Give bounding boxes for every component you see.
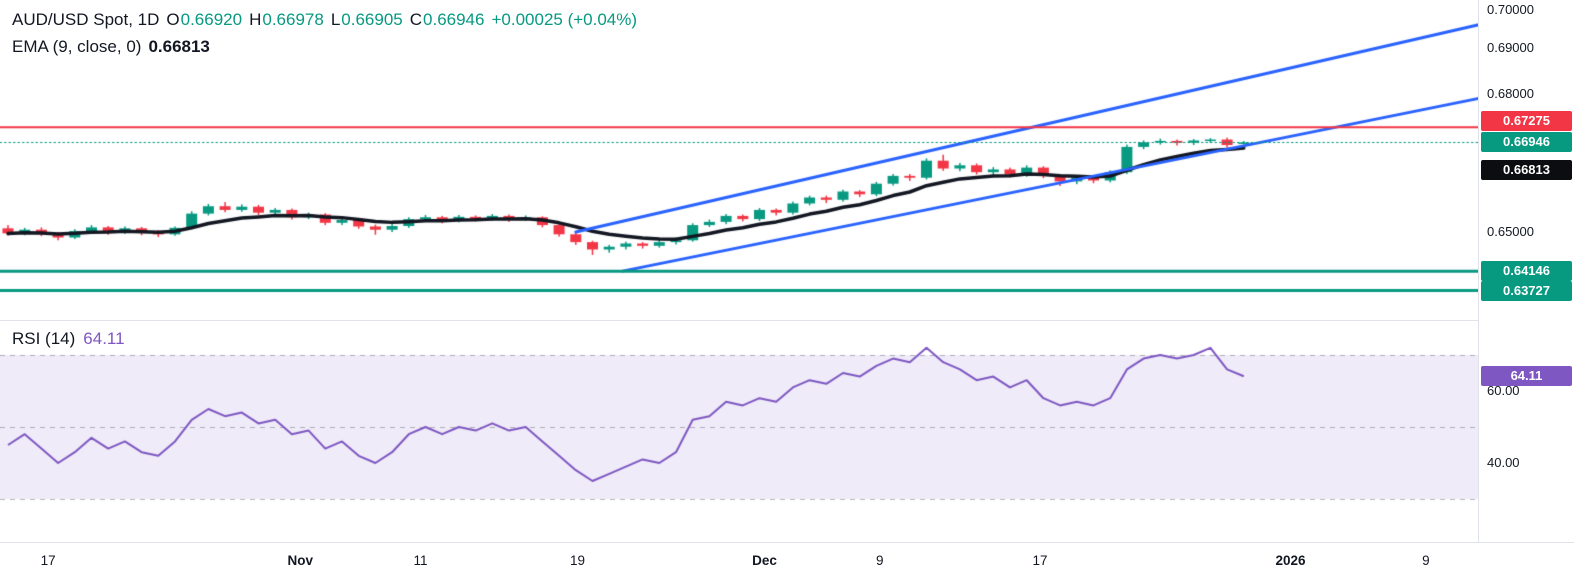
price-axis-label: 0.65000 (1487, 224, 1534, 239)
close-key: C (409, 9, 423, 29)
rsi-chart-canvas[interactable] (0, 321, 1478, 542)
time-axis-label: 11 (413, 553, 428, 568)
pane-separator[interactable] (0, 320, 1574, 321)
time-axis-label: Nov (287, 553, 314, 568)
time-axis-label: 17 (40, 553, 56, 568)
rsi-value-badge: 64.11 (1481, 366, 1572, 387)
price-axis-label: 0.69000 (1487, 40, 1534, 55)
price-chart-canvas[interactable] (0, 0, 1478, 320)
price-pane[interactable]: AUD/USD Spot, 1D O 0.66920 H 0.66978 L 0.66… (0, 0, 1478, 320)
change-value: +0.00025 (+0.04%) (491, 9, 638, 29)
symbol-legend: AUD/USD Spot, 1D O 0.66920 H 0.66978 L 0.66… (12, 6, 637, 60)
time-axis[interactable]: 17 Nov 11 19 Dec 9 17 2026 9 (0, 542, 1574, 578)
time-axis-label: 19 (569, 553, 585, 568)
price-axis-label: 0.68000 (1487, 86, 1534, 101)
rsi-axis-label: 40.00 (1487, 455, 1520, 470)
ohlc-high: H 0.66978 (249, 10, 324, 30)
ema-legend-row: EMA (9, close, 0) 0.66813 (12, 33, 637, 60)
symbol-title[interactable]: AUD/USD Spot, 1D (12, 9, 160, 29)
rsi-pane[interactable]: RSI (14) 64.11 (0, 321, 1478, 542)
ohlc-low: L 0.66905 (331, 10, 403, 30)
high-key: H (249, 9, 262, 29)
open-value: 0.66920 (180, 9, 243, 29)
rsi-indicator-value: 64.11 (83, 329, 125, 348)
time-axis-label: Dec (752, 553, 777, 568)
close-value: 0.66946 (423, 9, 485, 29)
open-key: O (166, 9, 180, 29)
last-price-badge: 0.66946 (1481, 132, 1572, 153)
ohlc-open: O 0.66920 (166, 10, 242, 30)
time-axis-label: 17 (1032, 553, 1048, 568)
support1-price-badge: 0.64146 (1481, 261, 1572, 282)
time-axis-label: 9 (1422, 553, 1430, 568)
rsi-legend: RSI (14) 64.11 (12, 329, 125, 349)
ohlc-legend-row: AUD/USD Spot, 1D O 0.66920 H 0.66978 L 0.66… (12, 6, 637, 33)
low-value: 0.66905 (341, 9, 403, 29)
price-axis[interactable]: 0.70000 0.69000 0.68000 0.65000 0.67275 0.669… (1478, 0, 1574, 542)
ema-price-badge: 0.66813 (1481, 159, 1572, 180)
ema-indicator-title[interactable]: EMA (9, close, 0) (12, 36, 142, 56)
support2-price-badge: 0.63727 (1481, 280, 1572, 301)
time-axis-label: 2026 (1275, 553, 1306, 568)
ema-indicator-value: 0.66813 (148, 36, 210, 56)
high-value: 0.66978 (262, 9, 324, 29)
resistance-price-badge: 0.67275 (1481, 111, 1572, 132)
low-key: L (330, 9, 341, 29)
rsi-indicator-title[interactable]: RSI (14) (12, 329, 76, 348)
price-axis-label: 0.70000 (1487, 2, 1534, 17)
rsi-axis-label: 60.00 (1487, 383, 1520, 398)
ohlc-close: C 0.66946 (410, 10, 485, 30)
time-axis-label: 9 (875, 553, 884, 568)
